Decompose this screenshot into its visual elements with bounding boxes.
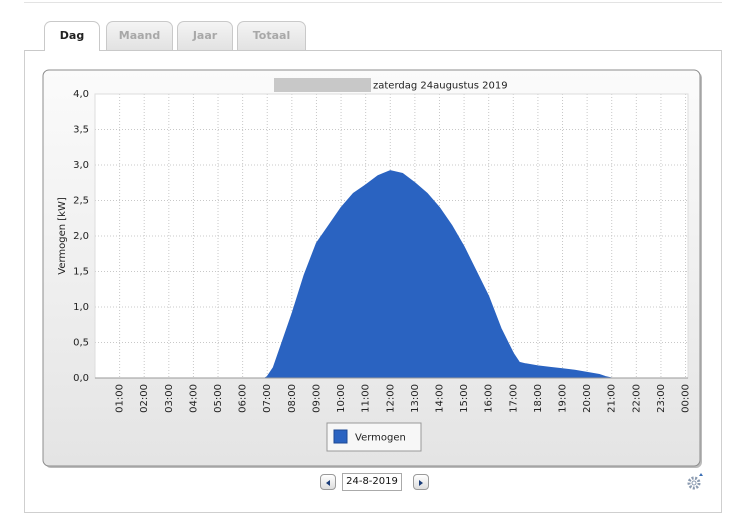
x-tick-label: 04:00: [188, 384, 199, 413]
x-tick-label: 17:00: [508, 384, 519, 413]
x-tick-label: 06:00: [238, 384, 249, 413]
next-button[interactable]: [413, 474, 429, 490]
top-rule: [24, 2, 722, 3]
x-tick-label: 23:00: [656, 384, 667, 413]
x-tick-label: 19:00: [558, 384, 569, 413]
y-tick-label: 0,5: [73, 338, 89, 349]
x-tick-label: 09:00: [311, 384, 322, 413]
x-tick-label: 00:00: [681, 384, 692, 413]
y-tick-label: 3,0: [73, 160, 89, 171]
x-tick-label: 16:00: [484, 384, 495, 413]
x-tick-label: 07:00: [262, 384, 273, 413]
x-tick-label: 01:00: [115, 384, 126, 413]
x-tick-label: 20:00: [582, 384, 593, 413]
y-tick-label: 4,0: [73, 89, 89, 100]
x-tick-label: 05:00: [213, 384, 224, 413]
y-axis-title: Vermogen [kW]: [57, 197, 68, 275]
legend-swatch: [333, 429, 348, 444]
x-tick-label: 15:00: [459, 384, 470, 413]
x-tick-label: 13:00: [410, 384, 421, 413]
settings-icon[interactable]: [686, 473, 704, 491]
x-tick-label: 08:00: [287, 384, 298, 413]
prev-icon: [326, 480, 330, 486]
tab[interactable]: Totaal: [237, 21, 306, 50]
x-tick-label: 03:00: [164, 384, 175, 413]
x-tick-label: 14:00: [434, 384, 445, 413]
y-tick-label: 0,0: [73, 373, 89, 384]
legend: Vermogen: [326, 422, 422, 452]
x-tick-label: 10:00: [336, 384, 347, 413]
prev-button[interactable]: [320, 474, 336, 490]
y-tick-label: 1,0: [73, 302, 89, 313]
x-tick-label: 02:00: [139, 384, 150, 413]
x-tick-label: 22:00: [631, 384, 642, 413]
y-tick-label: 2,5: [73, 196, 89, 207]
x-tick-label: 21:00: [607, 384, 618, 413]
x-tick-label: 12:00: [385, 384, 396, 413]
y-tick-label: 2,0: [73, 231, 89, 242]
tab[interactable]: Jaar: [177, 21, 233, 50]
y-tick-label: 3,5: [73, 125, 89, 136]
area: [262, 170, 612, 379]
chart-title: zaterdag 24augustus 2019: [373, 81, 508, 92]
y-tick-label: 1,5: [73, 267, 89, 278]
next-icon: [419, 480, 423, 486]
legend-label: Vermogen: [355, 433, 406, 444]
x-tick-label: 18:00: [533, 384, 544, 413]
date-input[interactable]: 24-8-2019: [342, 473, 402, 491]
tab[interactable]: Maand: [106, 21, 173, 50]
x-tick-label: 11:00: [361, 384, 372, 413]
tab[interactable]: Dag: [44, 21, 100, 51]
redacted-name: [274, 78, 371, 92]
